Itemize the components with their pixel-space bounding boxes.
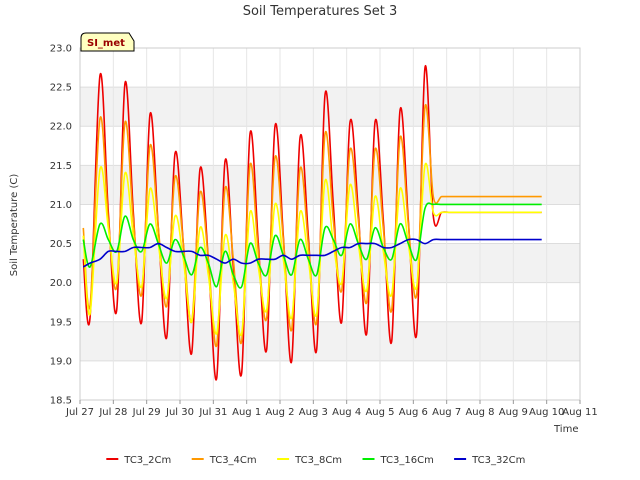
y-tick-label: 20.5: [50, 239, 72, 250]
x-tick-label: Jul 30: [165, 407, 194, 418]
x-axis-title: Time: [553, 424, 578, 435]
band: [80, 360, 580, 400]
legend: TC3_2Cm TC3_4Cm TC3_8Cm TC3_16Cm TC3_32Cm: [106, 455, 525, 466]
band: [80, 243, 580, 283]
x-tick-label: Jul 29: [132, 407, 161, 418]
series-line-tc3-16cm: [82, 202, 542, 289]
legend-label: TC3_4Cm: [209, 455, 257, 466]
site-badge: SI_met: [80, 32, 135, 52]
x-tick-label: Aug 11: [562, 407, 597, 418]
plot-frame: [79, 47, 581, 401]
x-axis-ticks: Jul 27 Jul 28 Jul 29 Jul 30 Jul 31 Aug 1 Aug 2…: [65, 400, 598, 418]
y-tick-label: 22.0: [50, 122, 72, 133]
x-tick-label: Aug 2: [265, 407, 294, 418]
y-tick-label: 19.5: [50, 317, 72, 328]
x-tick-label: Aug 1: [232, 407, 261, 418]
y-tick-label: 21.5: [50, 161, 72, 172]
band: [80, 87, 580, 127]
legend-label: TC3_32Cm: [471, 455, 525, 466]
y-axis-title: Soil Temperature (C): [9, 174, 20, 277]
y-axis-ticks: 18.5 19.0 19.5 20.0 20.5 21.0 21.5 22.0 22.5 23.0: [50, 44, 72, 407]
band: [80, 48, 580, 88]
series-lines: [82, 65, 542, 381]
series-line-tc3-32cm: [82, 238, 542, 268]
x-tick-label: Aug 10: [529, 407, 564, 418]
y-tick-label: 21.0: [50, 200, 72, 211]
x-tick-label: Aug 6: [399, 407, 428, 418]
series-line-tc3-4cm: [82, 103, 542, 348]
badge-label: SI_met: [87, 38, 125, 49]
y-tick-label: 18.5: [50, 396, 72, 407]
x-tick-label: Jul 31: [198, 407, 227, 418]
y-tick-label: 22.5: [50, 83, 72, 94]
x-tick-label: Aug 5: [365, 407, 394, 418]
band: [80, 321, 580, 361]
legend-label: TC3_2Cm: [123, 455, 171, 466]
x-tick-label: Aug 9: [499, 407, 528, 418]
x-tick-label: Jul 27: [65, 407, 94, 418]
chart-title: Soil Temperatures Set 3: [243, 4, 398, 19]
x-tick-label: Aug 8: [465, 407, 494, 418]
legend-label: TC3_8Cm: [294, 455, 342, 466]
background-bands: [80, 48, 580, 400]
y-tick-label: 23.0: [50, 44, 72, 55]
x-tick-label: Jul 28: [98, 407, 127, 418]
band: [80, 282, 580, 322]
y-tick-label: 20.0: [50, 278, 72, 289]
x-tick-label: Aug 4: [332, 407, 361, 418]
y-tick-label: 19.0: [50, 356, 72, 367]
badge-box: [80, 32, 135, 52]
x-tick-label: Aug 7: [432, 407, 461, 418]
series-line-tc3-8cm: [82, 162, 542, 337]
x-tick-label: Aug 3: [299, 407, 328, 418]
legend-label: TC3_16Cm: [380, 455, 434, 466]
